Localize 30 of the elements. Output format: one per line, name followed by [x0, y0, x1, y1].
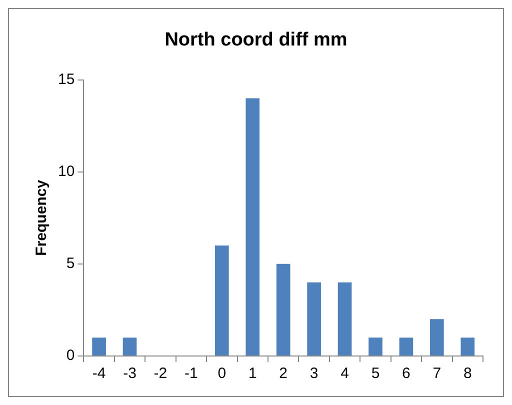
chart-title: North coord diff mm [164, 30, 348, 51]
x-tick-label: -4 [92, 365, 106, 382]
y-tick-label: 15 [58, 70, 75, 88]
x-tick-label: -3 [123, 365, 136, 382]
y-axis-title: Frequency [33, 179, 50, 256]
bar [276, 264, 290, 356]
y-tick-label: 10 [58, 163, 75, 180]
bar [92, 338, 106, 356]
x-tick-label: 1 [248, 365, 257, 382]
y-tick-label: 0 [66, 347, 75, 364]
x-tick-label: 0 [218, 365, 226, 382]
bar [338, 282, 352, 356]
bar [307, 282, 321, 356]
bar [460, 338, 475, 356]
bar [430, 319, 444, 356]
bar [368, 338, 382, 356]
x-tick-label: 5 [371, 365, 380, 382]
bar [246, 98, 260, 356]
y-tick-label: 5 [66, 255, 75, 272]
bar [215, 246, 229, 356]
bar [122, 338, 137, 356]
bar [399, 338, 414, 356]
x-tick-label: 6 [402, 365, 410, 382]
x-tick-label: 2 [279, 365, 288, 382]
x-tick-label: -2 [154, 365, 168, 382]
x-tick-label: 7 [432, 365, 442, 382]
x-tick-label: -1 [184, 365, 198, 382]
x-tick-label: 3 [310, 365, 318, 382]
x-tick-label: 4 [340, 365, 349, 382]
x-tick-label: 8 [463, 365, 472, 382]
